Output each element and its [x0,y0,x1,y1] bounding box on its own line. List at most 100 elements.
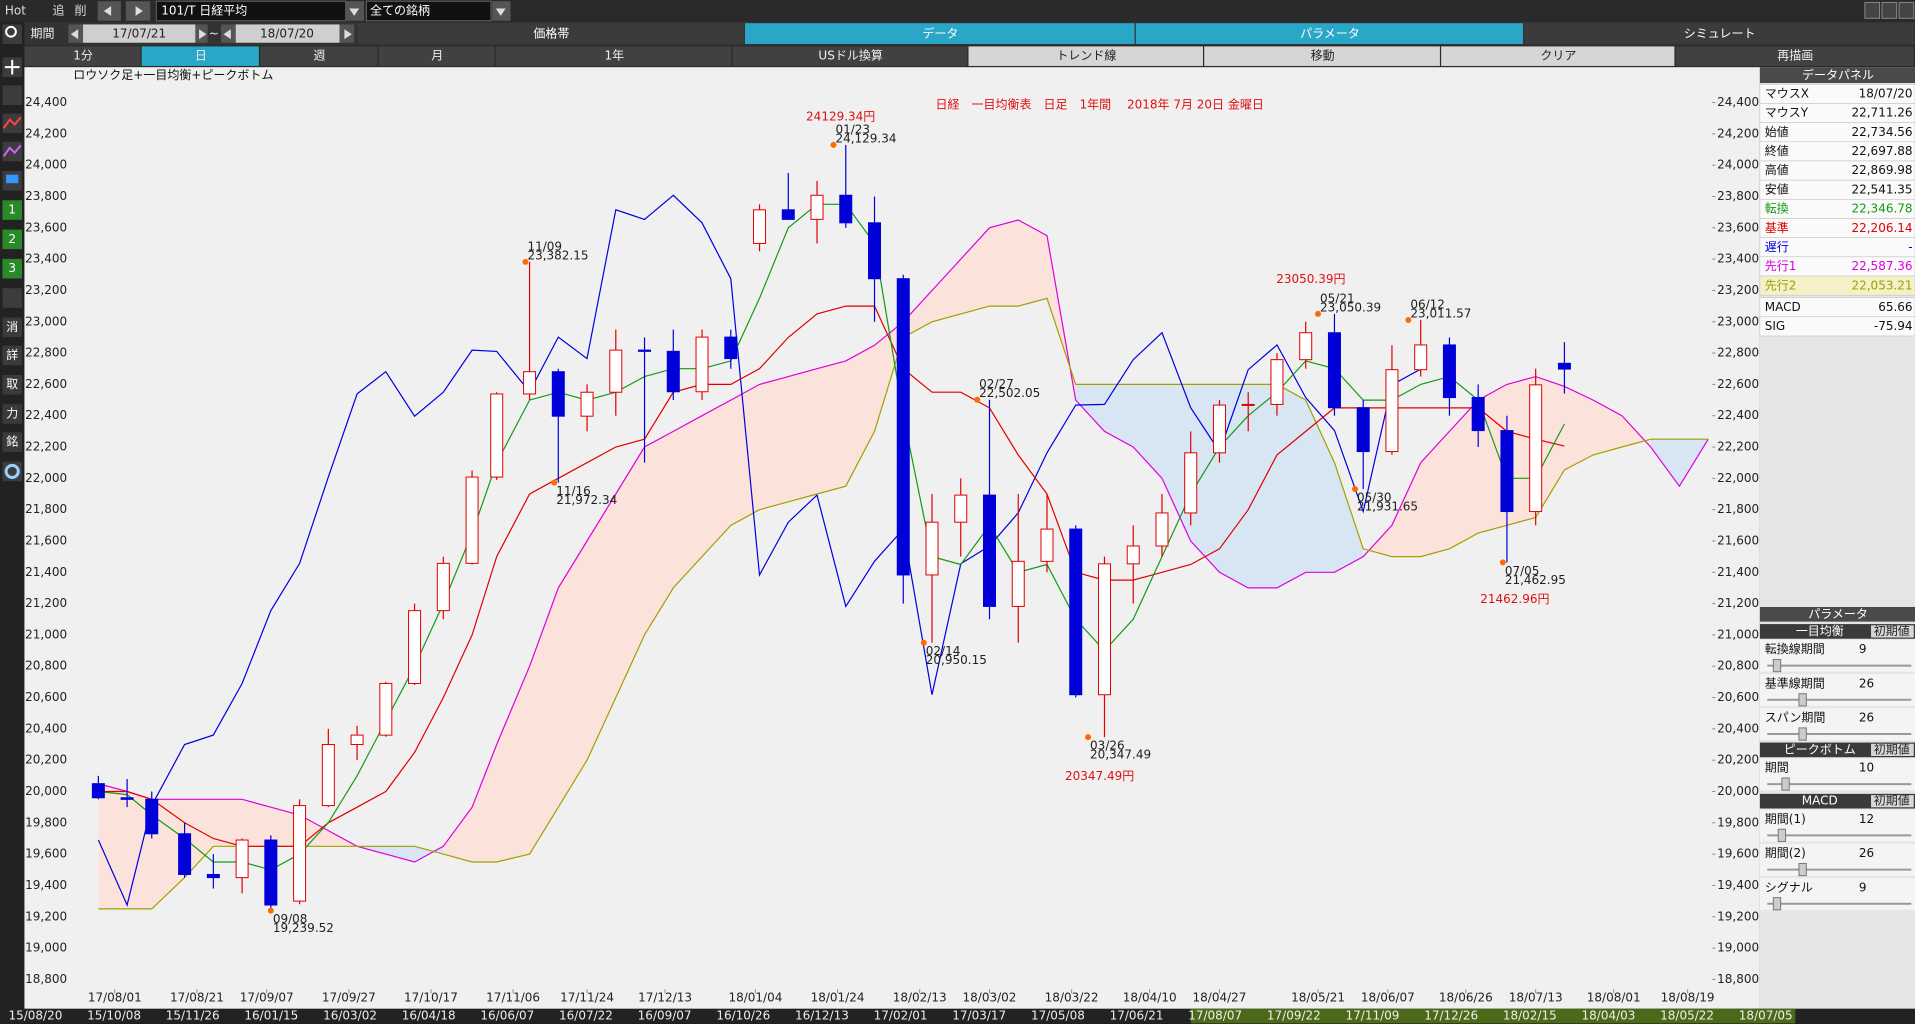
slider-thumb[interactable] [1781,777,1790,791]
tab[interactable] [1524,23,1914,44]
toolbar-button-label[interactable]: 1分 [73,49,93,63]
tab-label[interactable]: シミュレート [1684,27,1756,41]
sidebar-button[interactable] [2,404,22,424]
peak-date: 06/12 [1410,297,1445,311]
sidebar-label[interactable]: 3 [8,261,16,275]
candle-body [490,393,504,478]
cloud [587,494,616,761]
universe-text[interactable]: 全ての銘柄 [370,2,430,17]
reset-label[interactable]: 初期値 [1874,793,1910,808]
window-button[interactable] [1864,1,1881,19]
cloud [558,540,588,808]
to-date[interactable]: 18/07/20 [260,27,314,41]
slider-thumb[interactable] [1798,693,1807,707]
toolbar-button[interactable] [732,46,968,66]
y-tick-label: 21,200 [1717,596,1759,610]
sidebar-button[interactable] [2,200,22,220]
y-tick-label: 19,400 [1717,878,1759,892]
toolbar-button[interactable] [24,46,141,66]
tab-label[interactable]: 価格帯 [533,26,569,41]
sidebar-label[interactable]: 銘 [6,434,18,449]
slider-thumb[interactable] [1798,862,1807,877]
slider-thumb[interactable] [1798,727,1807,741]
tab-label[interactable]: パラメータ [1300,27,1360,41]
reset-button[interactable] [1871,743,1914,756]
toolbar-button-label[interactable]: USドル換算 [818,48,882,63]
toolbar-button-label[interactable]: トレンド線 [1056,48,1116,63]
toolbar-button-label[interactable]: 1年 [604,49,624,63]
toolbar-button-label[interactable]: 月 [431,49,443,63]
toolbar-button[interactable] [1204,46,1440,66]
symbol-text[interactable]: 101/T 日経平均 [161,3,247,17]
sidebar-label[interactable]: 2 [8,232,16,246]
sidebar-label[interactable]: 詳 [6,347,18,362]
from-date[interactable]: 17/07/21 [112,27,166,41]
delete-button[interactable]: 削 [74,3,86,17]
sidebar-label[interactable]: 1 [8,203,16,217]
sidebar-icon[interactable] [2,288,22,308]
hot-button[interactable]: Hot [5,3,26,17]
peak-date: 02/14 [926,644,961,658]
toolbar-button[interactable] [378,46,495,66]
toolbar-button[interactable] [141,46,259,66]
sidebar-label[interactable]: 取 [6,377,18,391]
sidebar-button[interactable] [2,432,22,452]
universe-input[interactable] [365,0,492,22]
param-value: 10 [1859,761,1874,775]
toolbar-button[interactable] [968,46,1203,66]
slider-thumb[interactable] [1772,659,1782,673]
prev-icon[interactable] [223,29,231,40]
window-button[interactable] [1898,1,1915,19]
dropdown-icon[interactable] [495,8,506,16]
plus-icon[interactable] [4,59,20,75]
slider-thumb[interactable] [1772,897,1782,911]
next-icon[interactable] [199,29,207,40]
prev-icon[interactable] [70,29,79,40]
flag-icon[interactable] [6,174,19,184]
toolbar-button-label[interactable]: 再描画 [1777,49,1813,63]
add-button[interactable]: 追 [53,2,65,17]
toolbar-button[interactable] [1441,46,1675,66]
tab[interactable] [1135,23,1523,44]
peak-date: 11/16 [556,484,591,498]
toolbar-button-label[interactable]: クリア [1540,49,1576,63]
sidebar-label[interactable]: 力 [6,407,18,421]
tab[interactable] [357,23,744,44]
sidebar-label[interactable]: 消 [6,320,18,334]
reset-label[interactable]: 初期値 [1874,741,1910,756]
tab-label[interactable]: データ [922,26,958,41]
search-icon[interactable] [5,25,17,38]
param-label: 期間(2) [1765,846,1806,860]
dropdown-icon[interactable] [349,8,360,16]
navigator-label: 17/05/08 [1031,1009,1085,1023]
chart-icon[interactable] [2,116,22,129]
next-icon[interactable] [135,6,143,16]
window-button[interactable] [1881,1,1898,19]
cloud [1104,384,1134,448]
sidebar-button[interactable] [2,317,22,338]
reset-button[interactable] [1871,625,1914,638]
tab[interactable] [744,23,1135,44]
from-field[interactable] [83,24,196,43]
reset-button[interactable] [1871,795,1914,808]
sidebar-button[interactable] [2,229,22,250]
navigator-range[interactable] [1190,1008,1796,1024]
reset-label[interactable]: 初期値 [1874,623,1910,638]
gear-icon[interactable] [4,463,20,480]
toolbar-button[interactable] [1675,46,1914,66]
toolbar-button[interactable] [260,46,378,66]
to-field[interactable] [235,24,340,43]
sidebar-button[interactable] [2,345,22,366]
toolbar-button-label[interactable]: 週 [313,49,325,63]
next-icon[interactable] [344,29,352,40]
toolbar-button-label[interactable]: 移動 [1311,49,1335,63]
sidebar-icon[interactable] [2,85,22,106]
sidebar-button[interactable] [2,258,22,279]
slider-thumb[interactable] [1777,828,1787,842]
chart-icon[interactable] [2,144,22,157]
toolbar-button-label[interactable]: 日 [195,49,207,63]
sidebar-button[interactable] [2,374,22,395]
prev-icon[interactable] [103,6,112,16]
toolbar-button[interactable] [495,46,732,66]
